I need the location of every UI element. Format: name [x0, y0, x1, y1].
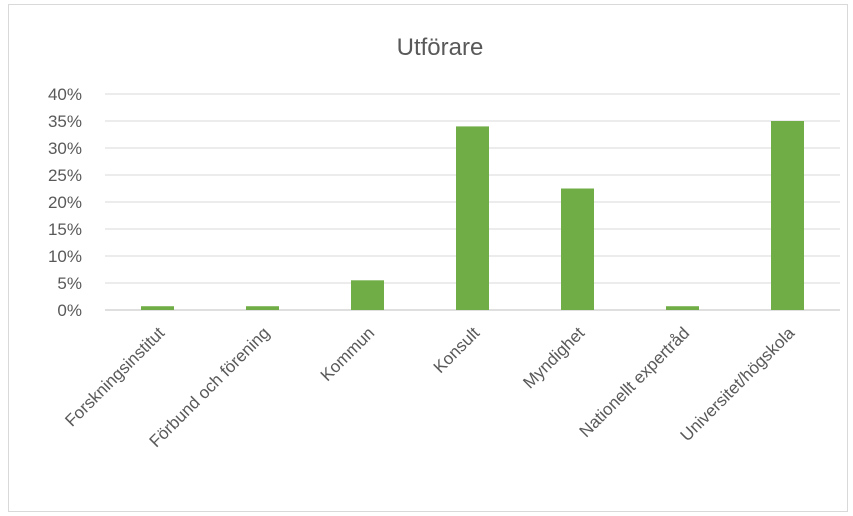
chart-title: Utförare [397, 34, 484, 61]
y-tick-label: 15% [48, 220, 82, 239]
bar [246, 306, 279, 310]
bars [141, 121, 804, 311]
y-tick-label: 35% [48, 112, 82, 131]
y-tick-label: 5% [57, 274, 82, 293]
bar [456, 126, 489, 311]
bar [561, 188, 594, 310]
x-category-label: Myndighet [519, 323, 588, 392]
y-tick-label: 25% [48, 166, 82, 185]
x-category-label: Konsult [430, 323, 484, 377]
x-category-label: Nationellt expertråd [576, 323, 694, 441]
x-category-label: Forskningsinstitut [61, 323, 168, 430]
x-category-label: Förbund och förening [146, 323, 274, 451]
y-tick-label: 40% [48, 85, 82, 104]
y-tick-label: 10% [48, 247, 82, 266]
x-category-label: Kommun [317, 323, 379, 385]
y-axis-ticks: 0% 5% 10% 15% 20% 25% 30% 35% 40% [48, 85, 82, 320]
chart-area [8, 4, 848, 512]
y-tick-label: 30% [48, 139, 82, 158]
bar [771, 121, 804, 310]
x-category-label: Universitet/högskola [677, 323, 799, 445]
bar [351, 280, 384, 310]
y-tick-label: 0% [57, 301, 82, 320]
bar [141, 306, 174, 310]
bar [666, 306, 699, 310]
y-tick-label: 20% [48, 193, 82, 212]
